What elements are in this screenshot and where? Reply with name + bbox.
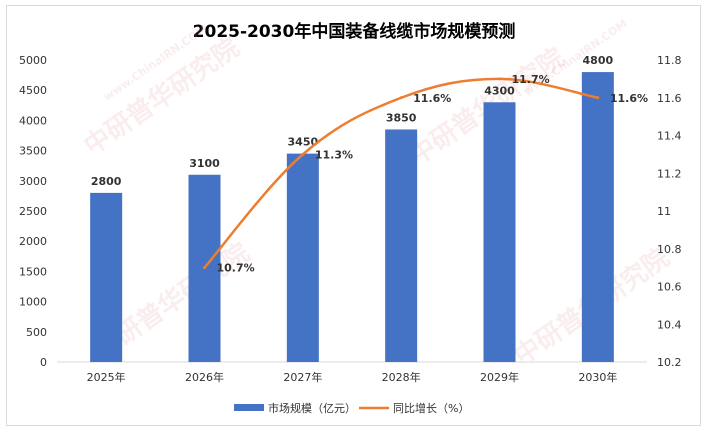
y-right-tick-label: 10.8 (657, 243, 682, 256)
y-left-tick-label: 0 (40, 356, 47, 369)
bar-data-label: 4300 (484, 84, 515, 97)
y-left-tick-label: 4500 (19, 84, 47, 97)
y-right-tick-label: 11.6 (657, 92, 682, 105)
legend-bar-label: 市场规模（亿元） (268, 401, 356, 415)
x-tick-label: 2026年 (185, 370, 224, 384)
y-right-tick-label: 10.6 (657, 281, 682, 294)
y-left-tick-label: 1000 (19, 296, 47, 309)
legend-line-label: 同比增长（%） (393, 401, 469, 415)
bar (90, 192, 123, 362)
y-left-tick-label: 5000 (19, 54, 47, 67)
line-data-label: 10.7% (217, 262, 255, 275)
bar-data-label: 3850 (386, 111, 417, 124)
bar (483, 102, 516, 362)
bar-data-label: 3100 (189, 157, 220, 170)
chart-title: 2025-2030年中国装备线缆市场规模预测 (193, 21, 516, 42)
line-point (203, 266, 206, 270)
line-point (596, 96, 600, 100)
legend-bar-swatch (234, 404, 264, 411)
line-data-label: 11.3% (315, 148, 353, 161)
y-right-tick-label: 10.2 (657, 356, 682, 369)
x-tick-label: 2028年 (382, 370, 421, 384)
bar (286, 153, 319, 362)
line-point (301, 152, 305, 156)
chart-frame: 2025-2030年中国装备线缆市场规模预测 中研普华研究院 中研普华研究院 中… (6, 5, 701, 426)
x-tick-label: 2025年 (87, 370, 126, 384)
x-tick-label: 2027年 (283, 370, 322, 384)
line-point (399, 96, 403, 100)
line-data-label: 11.6% (610, 92, 648, 105)
y-left-tick-label: 2000 (19, 235, 47, 248)
line-labels: 10.7% 11.3% 11.6% 11.7% 11.6% (217, 73, 649, 275)
y-right-tick-label: 11.8 (657, 54, 682, 67)
x-tick-label: 2030年 (578, 370, 617, 384)
y-left-tick-label: 1500 (19, 265, 47, 278)
y-axis-left: 0 500 1000 1500 2000 2500 3000 3500 4000 4500 5000 (19, 54, 47, 369)
legend: 市场规模（亿元） 同比增长（%） (234, 401, 469, 415)
y-right-tick-label: 11.4 (657, 130, 682, 143)
y-left-tick-label: 3500 (19, 145, 47, 158)
bar (581, 72, 614, 362)
bar-series (90, 72, 614, 362)
bar-data-label: 3450 (288, 136, 319, 149)
y-right-tick-label: 11.2 (657, 167, 682, 180)
bar-data-label: 2800 (91, 175, 122, 188)
line-data-label: 11.6% (413, 92, 451, 105)
y-axis-right: 10.2 10.4 10.6 10.8 11 11.2 11.4 11.6 11.8 (657, 54, 682, 369)
bar (385, 129, 418, 362)
x-tick-label: 2029年 (480, 370, 519, 384)
line-point (498, 77, 501, 81)
chart-svg: 2025-2030年中国装备线缆市场规模预测 中研普华研究院 中研普华研究院 中… (19, 17, 682, 415)
bar-data-label: 4800 (583, 54, 614, 67)
y-right-tick-label: 10.4 (657, 318, 682, 331)
y-left-tick-label: 500 (26, 326, 47, 339)
line-series (203, 77, 600, 270)
bar-labels: 2800 3100 3450 3850 4300 4800 (91, 54, 614, 188)
line-data-label: 11.7% (512, 73, 550, 86)
x-axis-ticks: 2025年 2026年 2027年 2028年 2029年 2030年 (87, 370, 618, 384)
y-left-tick-label: 2500 (19, 205, 47, 218)
y-right-tick-label: 11 (657, 205, 671, 218)
y-left-tick-label: 4000 (19, 114, 47, 127)
y-left-tick-label: 3000 (19, 175, 47, 188)
